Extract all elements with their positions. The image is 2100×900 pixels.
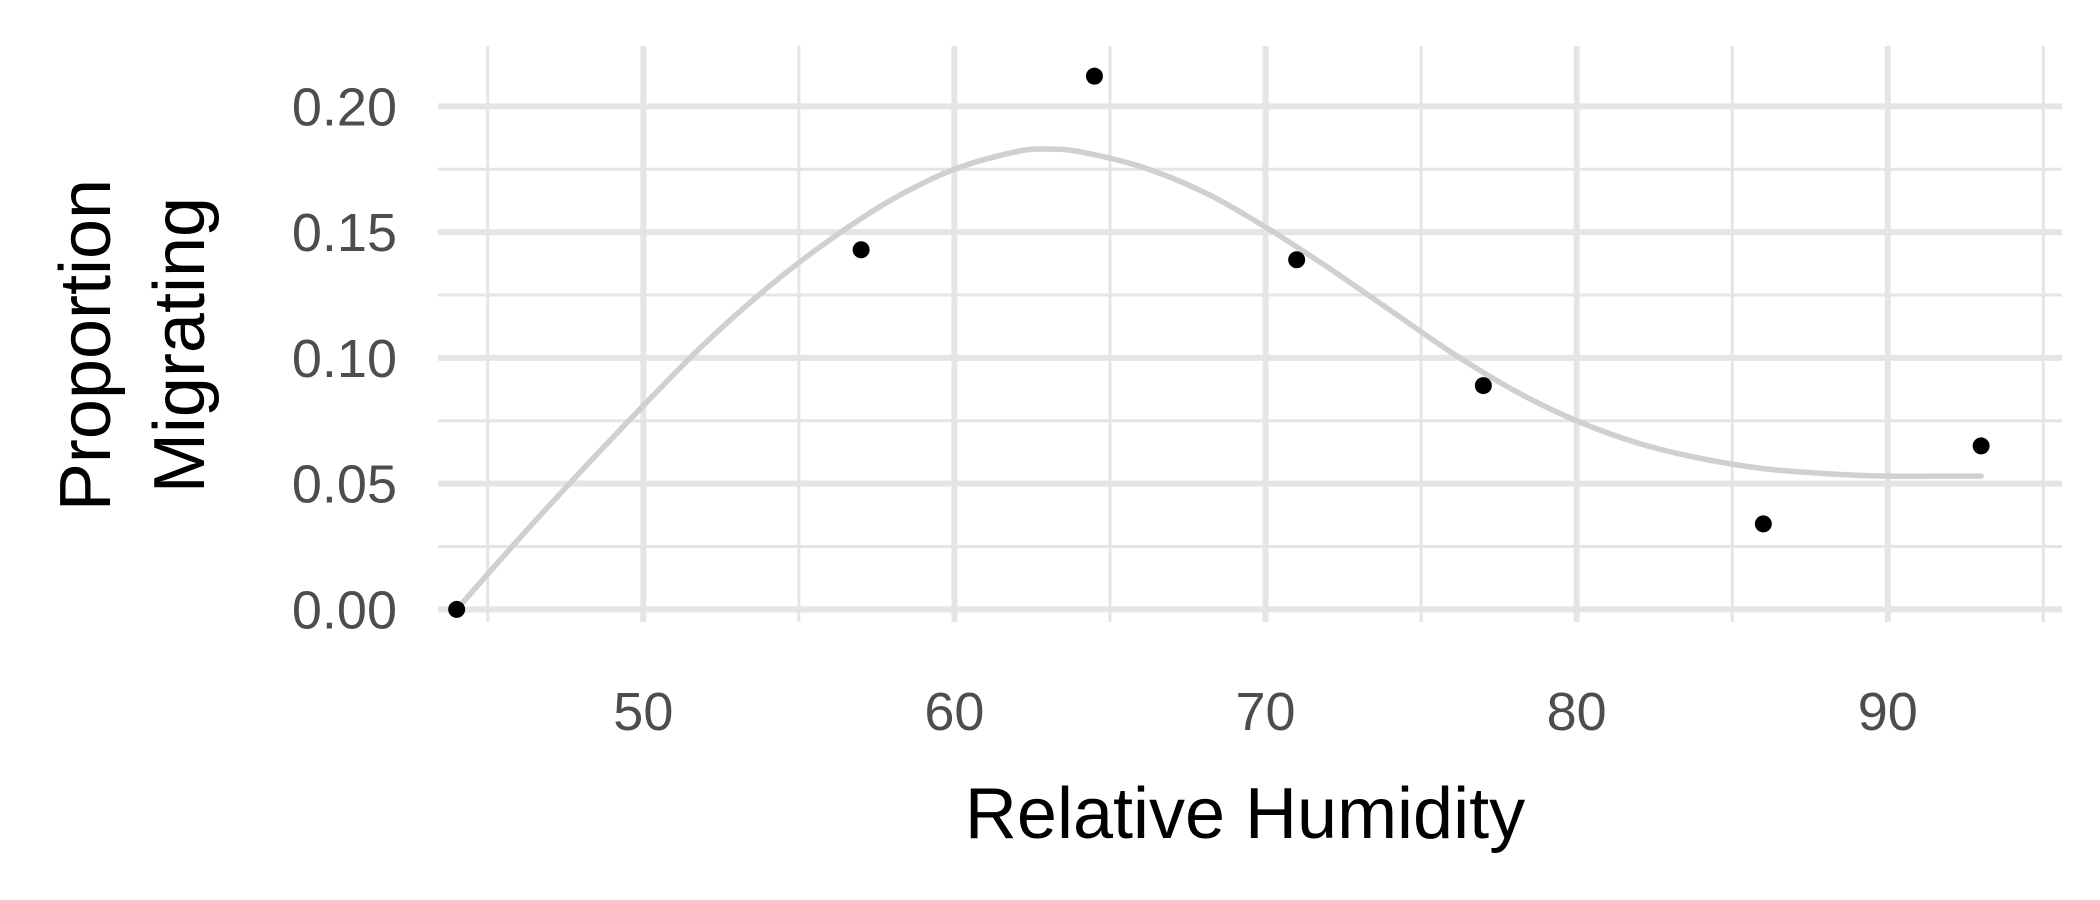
data-point [1754, 515, 1772, 533]
smooth-curve [453, 146, 1984, 613]
x-tick-label: 50 [613, 682, 673, 742]
data-point [1085, 67, 1103, 85]
y-axis-title: Proportion Migrating [46, 179, 220, 511]
y-axis-title-line: Migrating [140, 197, 220, 493]
y-tick-label: 0.10 [292, 329, 397, 389]
x-tick-label: 60 [924, 682, 984, 742]
y-tick-label: 0.00 [292, 580, 397, 640]
data-point [1288, 251, 1306, 269]
y-tick-label: 0.05 [292, 455, 397, 515]
x-tick-label: 90 [1858, 682, 1918, 742]
data-point [1474, 377, 1492, 395]
grid-layer [438, 46, 2062, 622]
x-tick-labels: 50 60 70 80 90 [613, 682, 1918, 742]
data-point [852, 241, 870, 259]
y-tick-labels: 0.00 0.05 0.10 0.15 0.20 [292, 77, 397, 640]
y-tick-label: 0.20 [292, 77, 397, 137]
x-axis-title: Relative Humidity [965, 774, 1525, 854]
y-tick-label: 0.15 [292, 203, 397, 263]
x-tick-label: 80 [1547, 682, 1607, 742]
curve-layer [453, 146, 1984, 613]
y-axis-title-line: Proportion [46, 179, 126, 511]
points-layer [448, 67, 1990, 618]
data-point [448, 600, 466, 618]
data-point [1972, 437, 1990, 455]
x-tick-label: 70 [1236, 682, 1296, 742]
